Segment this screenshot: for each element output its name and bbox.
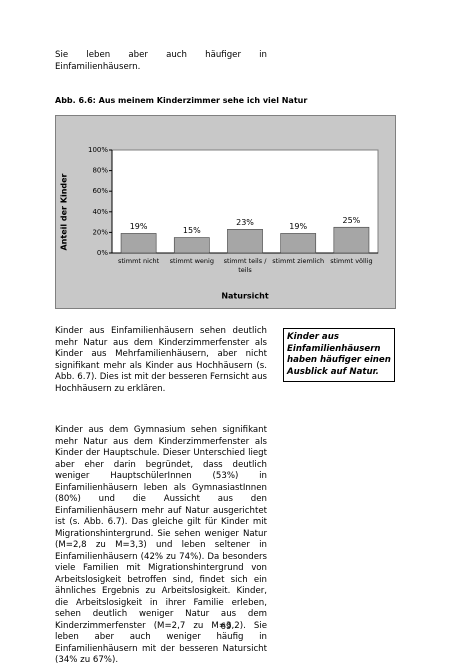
x-tick-label-box: stimmt ziemlich xyxy=(272,257,325,265)
bar xyxy=(120,233,157,254)
y-tick-label: 40% xyxy=(92,208,108,216)
bar xyxy=(227,229,263,254)
x-tick-label-box: stimmt teils / teils xyxy=(223,257,267,274)
page: Sie leben aber auch häufiger in Einfamil… xyxy=(55,50,396,665)
value-label: 25% xyxy=(343,216,361,225)
x-tick-label-box: stimmt nicht xyxy=(118,257,160,265)
value-label: 19% xyxy=(289,222,307,231)
value-label: 19% xyxy=(130,222,148,231)
figure-caption: Abb. 6.6: Aus meinem Kinderzimmer sehe i… xyxy=(55,96,308,105)
intro: Sie leben aber auch häufiger in Einfamil… xyxy=(55,50,267,72)
x-tick-label: stimmt wenig xyxy=(169,257,214,265)
bar xyxy=(280,233,317,254)
x-tick-label: stimmt völlig xyxy=(330,257,373,265)
value-label: 23% xyxy=(236,218,254,227)
x-tick-label: stimmt ziemlich xyxy=(272,257,325,265)
value-label: 15% xyxy=(183,226,201,235)
sidebar-note: Kinder aus Einfamilienhäusern haben häuf… xyxy=(283,328,395,382)
x-tick-label: stimmt nicht xyxy=(118,257,160,265)
chart: Anteil der Kinder Natursicht 0% 20% 40% 60%… xyxy=(55,115,396,309)
x-tick-label: stimmt teils / teils xyxy=(223,257,267,274)
x-tick-label-box: stimmt völlig xyxy=(330,257,373,265)
y-tick-label: 20% xyxy=(92,228,108,236)
y-tick-label: 80% xyxy=(92,167,108,175)
y-tick-label: 60% xyxy=(92,187,108,195)
paragraph: Kinder aus Einfamilienhäusern sehen deut… xyxy=(55,326,267,394)
x-axis-label: Natursicht xyxy=(221,292,269,301)
y-tick-label: 0% xyxy=(97,249,108,257)
y-axis-label: Anteil der Kinder xyxy=(60,173,69,250)
bar xyxy=(333,226,370,254)
bar xyxy=(173,237,210,254)
x-tick-label-box: stimmt wenig xyxy=(169,257,214,265)
page-number: 69 xyxy=(220,622,232,632)
y-tick-label: 100% xyxy=(88,146,108,154)
